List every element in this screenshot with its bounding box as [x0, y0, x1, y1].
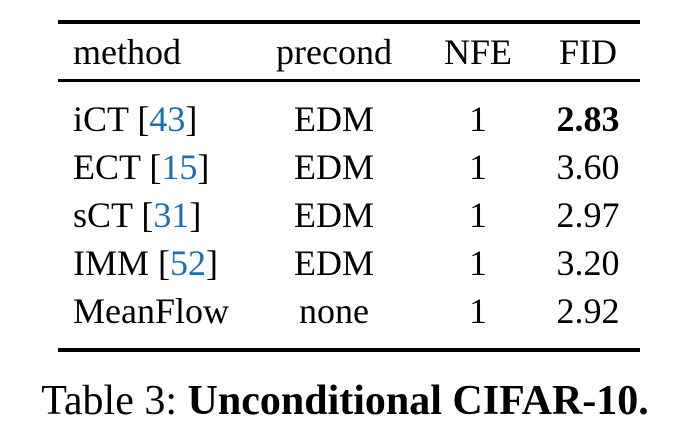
fid-cell: 3.20: [556, 243, 620, 283]
table-bottom-rule: [58, 348, 640, 352]
table-caption: Table 3: Unconditional CIFAR-10.: [0, 378, 690, 424]
method-name-suffix: ]: [189, 195, 202, 235]
method-name: ECT [: [73, 147, 162, 187]
precond-cell: EDM: [294, 195, 374, 235]
nfe-cell: 1: [469, 147, 487, 187]
nfe-cell: 1: [469, 243, 487, 283]
citation-link[interactable]: 31: [153, 195, 190, 235]
method-cell: sCT [31]: [58, 194, 248, 236]
method-cell: ECT [15]: [58, 146, 248, 188]
method-name-suffix: ]: [185, 99, 198, 139]
caption-title: Unconditional CIFAR-10.: [187, 378, 649, 424]
header-method: method: [73, 31, 181, 72]
caption-label: Table 3:: [41, 378, 188, 424]
table-row: IMM [52] EDM 1 3.20: [58, 239, 640, 287]
header-precond: precond: [276, 31, 392, 72]
citation-link[interactable]: 52: [170, 243, 206, 283]
nfe-cell: 1: [469, 291, 487, 331]
citation-link[interactable]: 43: [149, 99, 186, 139]
method-name: sCT [: [73, 195, 154, 235]
nfe-cell: 1: [469, 195, 487, 235]
precond-cell: none: [299, 291, 369, 331]
method-name: iCT [: [73, 99, 150, 139]
fid-cell: 2.83: [556, 99, 620, 139]
header-nfe: NFE: [443, 31, 512, 72]
method-cell: IMM [52]: [58, 242, 248, 284]
method-name: IMM [: [73, 243, 170, 283]
method-name-suffix: ]: [206, 243, 218, 283]
nfe-cell: 1: [469, 99, 487, 139]
method-cell: MeanFlow: [58, 290, 248, 332]
table-row: MeanFlow none 1 2.92: [58, 287, 640, 335]
header-fid: FID: [558, 31, 617, 72]
method-cell: iCT [43]: [58, 98, 248, 140]
citation-link[interactable]: 15: [161, 147, 198, 187]
fid-cell: 2.97: [556, 195, 620, 235]
table-row: ECT [15] EDM 1 3.60: [58, 143, 640, 191]
method-name: MeanFlow: [73, 291, 229, 331]
fid-cell: 3.60: [556, 147, 620, 187]
precond-cell: EDM: [294, 99, 374, 139]
table-body: iCT [43] EDM 1 2.83 ECT [15] EDM 1 3.60 …: [58, 82, 640, 348]
table-top-rule: [58, 20, 640, 24]
table-mid-rule: [58, 79, 640, 82]
fid-cell: 2.92: [556, 291, 620, 331]
table-header-row: method precond NFE FID: [58, 24, 640, 79]
method-name-suffix: ]: [197, 147, 210, 187]
precond-cell: EDM: [294, 243, 374, 283]
table-row: iCT [43] EDM 1 2.83: [58, 95, 640, 143]
results-table: method precond NFE FID iCT [43] EDM 1 2.…: [58, 20, 640, 352]
table-row: sCT [31] EDM 1 2.97: [58, 191, 640, 239]
precond-cell: EDM: [294, 147, 374, 187]
